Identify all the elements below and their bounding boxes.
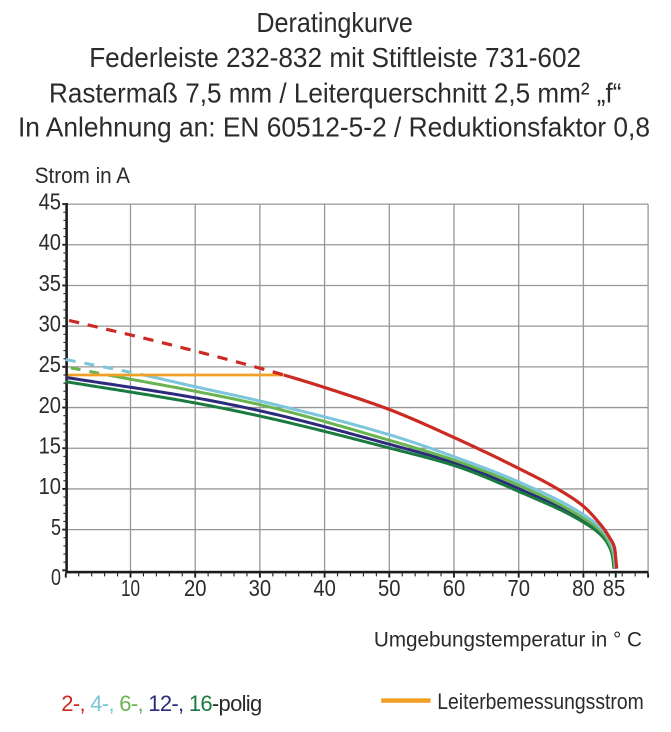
svg-text:35: 35 xyxy=(39,270,61,296)
svg-text:0: 0 xyxy=(51,564,61,590)
svg-text:70: 70 xyxy=(507,575,530,601)
svg-text:20: 20 xyxy=(184,575,207,601)
svg-text:50: 50 xyxy=(378,575,401,601)
svg-text:Strom in A: Strom in A xyxy=(35,163,131,188)
svg-text:80: 80 xyxy=(572,575,595,601)
svg-text:Rastermaß 7,5 mm / Leiterquers: Rastermaß 7,5 mm / Leiterquerschnitt 2,5… xyxy=(49,78,621,109)
svg-text:15: 15 xyxy=(39,433,61,459)
svg-text:40: 40 xyxy=(313,575,336,601)
svg-text:Leiterbemessungsstrom: Leiterbemessungsstrom xyxy=(437,689,643,714)
svg-text:5: 5 xyxy=(51,514,61,540)
svg-text:25: 25 xyxy=(39,351,61,377)
svg-text:2-, 4-, 6-, 12-, 16-polig: 2-, 4-, 6-, 12-, 16-polig xyxy=(61,691,261,716)
svg-text:10: 10 xyxy=(121,575,140,601)
svg-text:10: 10 xyxy=(39,473,61,499)
svg-text:20: 20 xyxy=(39,392,61,418)
svg-text:40: 40 xyxy=(39,229,61,255)
svg-text:Umgebungstemperatur in ° C: Umgebungstemperatur in ° C xyxy=(374,627,642,651)
svg-text:30: 30 xyxy=(249,575,272,601)
svg-text:60: 60 xyxy=(443,575,466,601)
svg-text:Federleiste 232-832 mit Stiftl: Federleiste 232-832 mit Stiftleiste 731-… xyxy=(89,42,581,73)
svg-text:Deratingkurve: Deratingkurve xyxy=(256,7,413,38)
svg-text:45: 45 xyxy=(39,188,61,214)
svg-text:85: 85 xyxy=(603,575,626,601)
svg-text:30: 30 xyxy=(39,310,61,336)
svg-text:In Anlehnung an: EN 60512-5-2: In Anlehnung an: EN 60512-5-2 / Reduktio… xyxy=(18,111,650,142)
